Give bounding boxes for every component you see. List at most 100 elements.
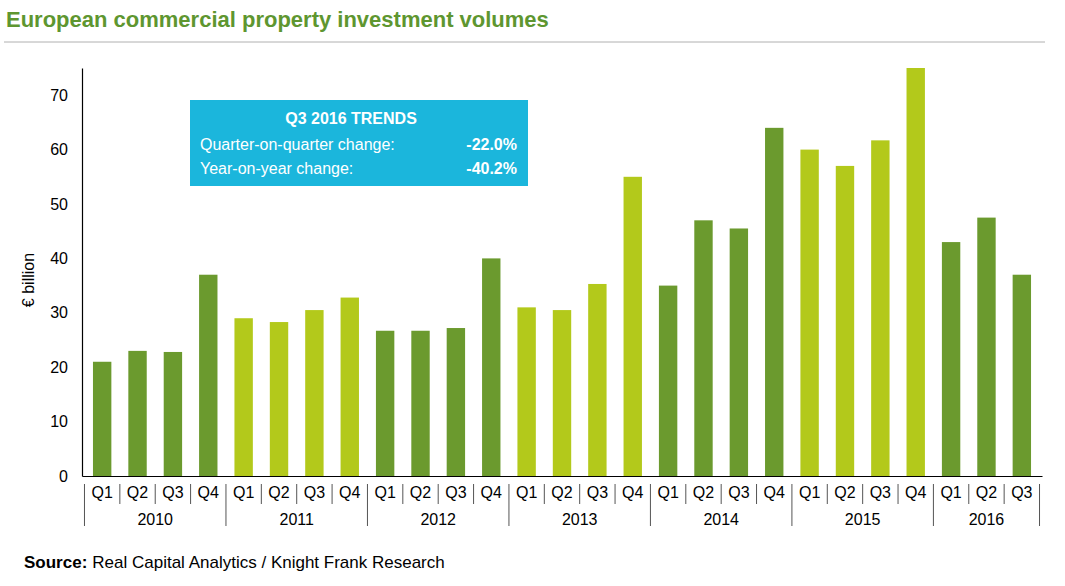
category-separator	[579, 484, 580, 504]
category-separator	[615, 484, 616, 504]
x-tick: Q3	[304, 476, 325, 501]
group-separator	[791, 484, 792, 526]
category-separator	[296, 484, 297, 504]
x-tick-label: Q1	[940, 484, 961, 501]
bar	[694, 220, 712, 476]
group-separator	[225, 484, 226, 526]
annotation-value: -40.2%	[466, 160, 517, 177]
x-tick-label: Q3	[870, 484, 891, 501]
x-group-label: 2015	[845, 511, 881, 528]
source-text: Real Capital Analytics / Knight Frank Re…	[92, 553, 444, 572]
x-tick-label: Q1	[374, 484, 395, 501]
y-axis-line	[82, 69, 83, 477]
x-tick-label: Q1	[657, 484, 678, 501]
y-tick: 0	[59, 468, 82, 485]
bar	[164, 352, 182, 476]
x-tick-label: Q3	[728, 484, 749, 501]
x-tick: Q4	[481, 476, 502, 501]
bar	[93, 362, 111, 476]
bar	[659, 286, 677, 476]
category-separator	[685, 484, 686, 504]
bar	[942, 242, 960, 476]
y-axis-title: € billion	[20, 253, 37, 307]
y-tick: 40	[50, 250, 82, 267]
x-tick-label: Q2	[551, 484, 572, 501]
x-tick: Q2	[693, 476, 714, 501]
x-group-label: 2016	[969, 511, 1005, 528]
annotation: Q3 2016 TRENDSQuarter-on-quarter change:…	[190, 100, 528, 186]
x-tick: Q4	[905, 476, 926, 501]
title: European commercial property investment …	[6, 7, 549, 32]
x-tick: Q1	[657, 476, 678, 501]
x-tick: Q1	[374, 476, 395, 501]
category-separator	[119, 484, 120, 504]
x-tick-label: Q4	[622, 484, 643, 501]
bar	[411, 331, 429, 476]
category-separator	[473, 484, 474, 504]
y-tick-label: 50	[50, 196, 68, 213]
bar	[730, 228, 748, 476]
x-tick: Q3	[870, 476, 891, 501]
y-tick: 20	[50, 359, 82, 376]
annotation-label: Year-on-year change:	[200, 160, 353, 177]
category-separator	[1004, 484, 1005, 504]
group-separator	[933, 484, 934, 526]
y-tick-label: 0	[59, 468, 68, 485]
x-group-label: 2013	[562, 511, 598, 528]
x-tick: Q4	[198, 476, 219, 501]
bar	[376, 331, 394, 476]
bar	[341, 298, 359, 476]
x-tick: Q3	[728, 476, 749, 501]
annotation-title: Q3 2016 TRENDS	[285, 110, 417, 127]
x-tick: Q2	[127, 476, 148, 501]
y-tick: 30	[50, 304, 82, 321]
x-tick: Q1	[516, 476, 537, 501]
category-separator	[862, 484, 863, 504]
y-tick-label: 20	[50, 359, 68, 376]
x-tick-label: Q4	[764, 484, 785, 501]
x-tick-label: Q4	[905, 484, 926, 501]
bar	[128, 351, 146, 476]
bar	[234, 318, 252, 476]
bar	[305, 310, 323, 476]
chart: European commercial property investment …	[0, 0, 1065, 586]
x-group-labels: 2010201120122013201420152016	[137, 511, 1004, 528]
category-separator	[438, 484, 439, 504]
x-tick-label: Q2	[127, 484, 148, 501]
bar	[624, 177, 642, 476]
x-tick-label: Q1	[799, 484, 820, 501]
x-tick: Q1	[233, 476, 254, 501]
x-tick-label: Q2	[693, 484, 714, 501]
category-separator	[827, 484, 828, 504]
x-tick: Q1	[799, 476, 820, 501]
bar	[907, 68, 925, 476]
bar	[800, 150, 818, 476]
x-tick: Q3	[1011, 476, 1032, 501]
y-tick-label: 40	[50, 250, 68, 267]
x-tick: Q2	[551, 476, 572, 501]
bar	[447, 328, 465, 476]
y-tick: 10	[50, 413, 82, 430]
x-tick-label: Q3	[1011, 484, 1032, 501]
category-separator	[544, 484, 545, 504]
x-tick-label: Q4	[339, 484, 360, 501]
category-separator	[756, 484, 757, 504]
x-tick: Q1	[940, 476, 961, 501]
x-tick: Q2	[834, 476, 855, 501]
category-separator	[261, 484, 262, 504]
x-tick-label: Q3	[304, 484, 325, 501]
x-tick-label: Q2	[410, 484, 431, 501]
x-tick: Q3	[162, 476, 183, 501]
category-separator	[402, 484, 403, 504]
category-separator	[898, 484, 899, 504]
annotation-box	[190, 100, 528, 186]
source-label: Source:	[24, 553, 87, 572]
x-tick-label: Q2	[976, 484, 997, 501]
annotation-value: -22.0%	[466, 136, 517, 153]
category-separator	[332, 484, 333, 504]
group-separator	[1039, 484, 1040, 526]
bar	[765, 128, 783, 476]
category-separator	[190, 484, 191, 504]
x-tick-label: Q3	[445, 484, 466, 501]
bar	[553, 310, 571, 476]
